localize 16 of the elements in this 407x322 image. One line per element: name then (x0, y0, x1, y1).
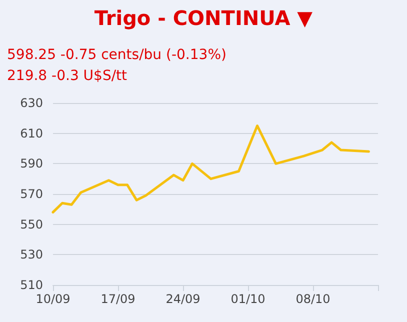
chart-title: Trigo - CONTINUA ▼ (94, 6, 314, 30)
y-tick-label: 530 (20, 248, 43, 262)
chart-subtitle: 598.25 -0.75 cents/bu (-0.13%) (7, 47, 226, 63)
y-tick-label: 570 (20, 187, 43, 201)
x-tick-label: 17/09 (100, 292, 136, 306)
y-tick-label: 550 (20, 217, 43, 232)
x-tick-label: 01/10 (230, 292, 266, 306)
x-tick-label: 10/09 (36, 292, 70, 306)
y-tick-label: 610 (20, 126, 43, 140)
y-tick-label: 510 (20, 278, 43, 292)
line-series (52, 124, 370, 214)
x-tick-label: 08/10 (296, 292, 330, 306)
text: 219.8 -0.3 U$S/tt (7, 68, 128, 84)
y-tick-label: 630 (20, 96, 43, 110)
y-tick-label: 590 (20, 156, 43, 171)
x-tick-label: 24/09 (166, 292, 200, 306)
